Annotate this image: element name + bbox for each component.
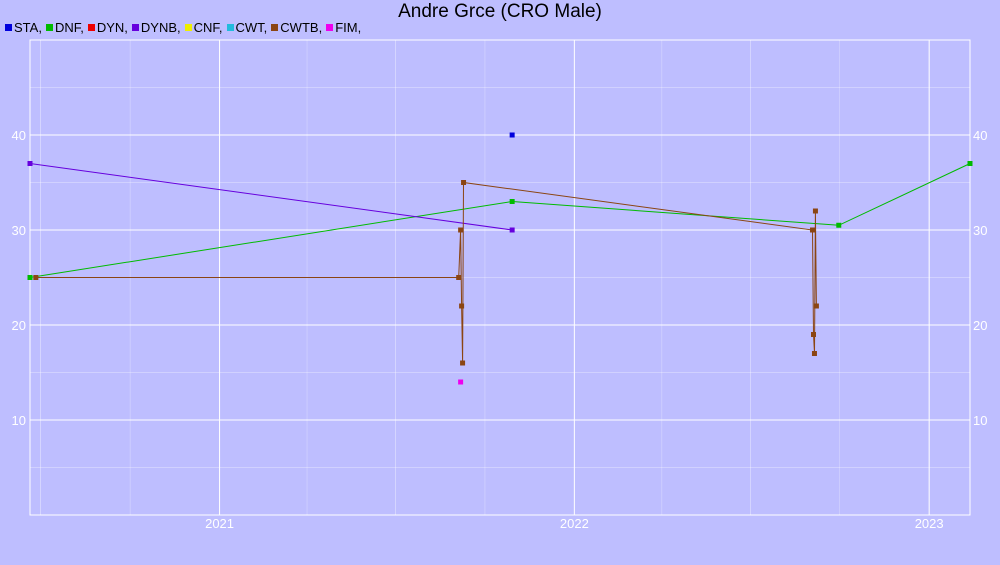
y-tick-label-left: 20 — [12, 318, 26, 333]
legend-label: FIM, — [335, 20, 362, 35]
y-tick-label-left: 30 — [12, 223, 26, 238]
legend-item-cwt: CWT, — [226, 20, 268, 35]
y-tick-label-right: 20 — [973, 318, 987, 333]
legend-swatch — [226, 24, 234, 31]
data-point-cwtb — [459, 303, 465, 309]
data-point-dnf — [27, 275, 33, 280]
legend-swatch — [271, 24, 279, 31]
y-tick-label-right: 30 — [973, 223, 987, 238]
legend-item-dyn: DYN, — [87, 20, 128, 35]
y-tick-label-right: 40 — [973, 128, 987, 143]
data-point-dynb — [509, 227, 515, 233]
legend-swatch — [87, 24, 95, 31]
x-tick-label: 2022 — [560, 516, 589, 531]
legend: STA, DNF, DYN, DYNB, CNF, CWT, CWTB, FIM, — [5, 20, 365, 35]
y-tick-label-left: 40 — [12, 128, 26, 143]
legend-swatch — [45, 24, 53, 31]
legend-swatch — [5, 24, 12, 31]
legend-label: DNF, — [54, 20, 84, 35]
y-tick-label-left: 10 — [12, 413, 26, 428]
data-point-cwtb — [456, 275, 462, 280]
data-point-cwtb — [460, 360, 466, 366]
data-point-dnf — [509, 199, 515, 204]
legend-swatch — [326, 24, 334, 31]
data-point-dnf — [836, 222, 842, 228]
data-point-cwtb — [458, 227, 464, 233]
legend-label: DYNB, — [140, 20, 181, 35]
legend-item-cnf: CNF, — [184, 20, 223, 35]
chart-title: Andre Grce (CRO Male) — [398, 1, 602, 22]
data-point-cwtb — [810, 332, 816, 337]
x-tick-label: 2021 — [205, 516, 234, 531]
legend-swatch — [131, 24, 139, 31]
data-point-cwtb — [33, 275, 39, 280]
legend-item-dnf: DNF, — [45, 20, 84, 35]
data-point-sta — [509, 132, 515, 138]
legend-label: CWT, — [235, 20, 268, 35]
series-line-dynb — [29, 163, 513, 231]
data-point-fim — [458, 379, 464, 385]
data-point-dnf — [967, 161, 973, 166]
legend-label: DYN, — [96, 20, 128, 35]
x-tick-label: 2023 — [915, 516, 944, 531]
series-line-cwtb — [35, 181, 817, 364]
legend-label: CNF, — [193, 20, 223, 35]
data-point-cwtb — [810, 227, 816, 233]
legend-label: STA, — [14, 20, 42, 35]
data-point-cwtb — [811, 351, 817, 356]
legend-item-sta: STA, — [5, 20, 42, 35]
data-point-cwtb — [461, 180, 467, 185]
legend-item-fim: FIM, — [326, 20, 361, 35]
legend-swatch — [184, 24, 192, 31]
legend-item-cwtb: CWTB, — [271, 20, 322, 35]
legend-label: CWTB, — [280, 20, 323, 35]
y-tick-label-right: 10 — [973, 413, 987, 428]
data-point-dynb — [27, 161, 33, 166]
legend-item-dynb: DYNB, — [131, 20, 181, 35]
data-point-cwtb — [813, 303, 819, 309]
series-line-dnf — [29, 163, 971, 278]
data-point-cwtb — [812, 208, 818, 214]
